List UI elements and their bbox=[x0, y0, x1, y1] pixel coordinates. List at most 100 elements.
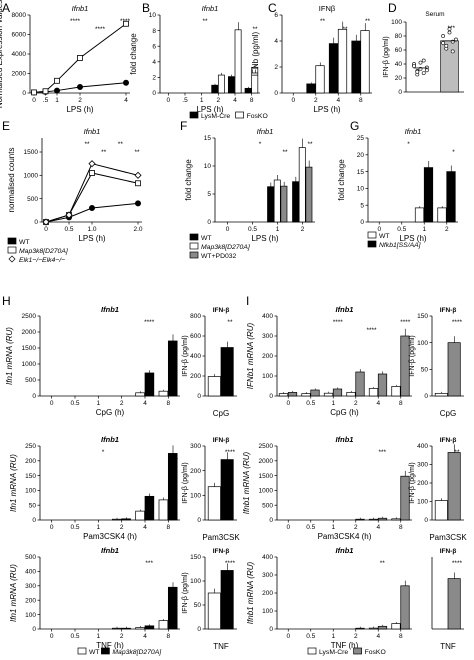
panel-letter: I bbox=[246, 294, 249, 308]
bar bbox=[446, 171, 456, 223]
legend-label: FosKO bbox=[247, 113, 268, 120]
data-point bbox=[123, 79, 130, 86]
significance-mark: ** bbox=[202, 18, 208, 25]
y-tick-label: 15 bbox=[204, 135, 212, 142]
bar bbox=[234, 29, 242, 94]
significance-mark: **** bbox=[225, 449, 236, 456]
series-line bbox=[45, 202, 139, 223]
x-tick-label: 8 bbox=[167, 524, 171, 531]
x-tick-label: 2 bbox=[314, 97, 318, 104]
y-tick-label: 500 bbox=[27, 196, 38, 203]
x-axis-label: TNF bbox=[440, 642, 456, 651]
y-tick-label: 0 bbox=[34, 219, 38, 226]
y-tick-label: 4 bbox=[152, 59, 156, 66]
y-tick-label: 25 bbox=[357, 135, 365, 142]
bar bbox=[220, 459, 234, 521]
chart-title: IFN-β bbox=[440, 548, 457, 555]
bar bbox=[220, 347, 234, 397]
y-tick-label: 100 bbox=[25, 488, 36, 495]
chart-title: Ifnb1 bbox=[101, 435, 119, 444]
x-tick-label: 0.5 bbox=[306, 633, 315, 640]
significance-mark: ** bbox=[307, 141, 313, 148]
bar bbox=[437, 207, 447, 223]
chart-title: Ifnb1 bbox=[336, 435, 354, 444]
y-tick-label: 1500 bbox=[22, 345, 37, 352]
x-tick-label: 0 bbox=[286, 400, 290, 407]
x-tick-label: 1 bbox=[97, 400, 101, 407]
legend-label: LysM-Cre bbox=[201, 113, 230, 120]
y-tick-label: 2000 bbox=[12, 71, 27, 78]
x-tick-label: 2 bbox=[354, 524, 358, 531]
y-axis-label: Ifn1 mRNA (RU) bbox=[9, 454, 18, 512]
series-line bbox=[45, 163, 139, 223]
y-tick-label: 60 bbox=[395, 47, 403, 54]
x-tick-label: 2 bbox=[120, 633, 124, 640]
y-axis-label: IFN-β (pg/ml) bbox=[409, 462, 416, 503]
x-tick-label: 0.5 bbox=[70, 633, 79, 640]
data-point bbox=[42, 88, 49, 95]
legend-label: WT bbox=[89, 649, 100, 656]
bar bbox=[144, 625, 155, 630]
y-tick-label: 300 bbox=[262, 572, 273, 579]
y-axis-label: IFN-β (pg/ml) bbox=[182, 462, 189, 503]
legend-swatch bbox=[7, 246, 17, 254]
x-tick-label: 1 bbox=[200, 97, 204, 104]
x-tick-label: 0 bbox=[286, 633, 290, 640]
y-tick-label: 4000 bbox=[12, 51, 27, 58]
bar bbox=[400, 585, 410, 630]
x-axis-label: Pam3CSK4 (h) bbox=[83, 532, 137, 541]
bar bbox=[135, 627, 145, 630]
x-tick-label: 8 bbox=[167, 633, 171, 640]
x-tick-label: 1 bbox=[422, 226, 426, 233]
bar bbox=[346, 392, 356, 397]
legend-label: Nfkb1[SS/AA] bbox=[379, 242, 422, 249]
x-tick-label: 0 bbox=[50, 400, 54, 407]
x-tick-label: 2 bbox=[120, 400, 124, 407]
y-tick-label: 150 bbox=[190, 554, 201, 561]
x-axis-label: Pam3CSK bbox=[202, 533, 240, 542]
significance-mark: * bbox=[259, 141, 262, 148]
significance-mark: ** bbox=[101, 149, 107, 156]
bar bbox=[368, 518, 379, 521]
series-line bbox=[45, 172, 139, 223]
y-tick-label: 0 bbox=[197, 517, 201, 524]
x-axis-label: CpG bbox=[440, 409, 456, 418]
y-tick-label: 4 bbox=[274, 38, 278, 45]
y-axis-label: normalised counts bbox=[7, 148, 16, 213]
bar bbox=[144, 495, 155, 521]
bar bbox=[434, 500, 448, 521]
bar bbox=[207, 486, 221, 521]
significance-mark: ** bbox=[320, 18, 326, 25]
y-axis-label: fold change bbox=[337, 159, 346, 201]
panel-letter: G bbox=[350, 119, 359, 133]
bar bbox=[360, 30, 370, 94]
y-axis-label: Ifn1 mRNA (RU) bbox=[5, 327, 14, 385]
x-axis-label: LPS (h) bbox=[313, 105, 340, 114]
x-tick-label: 2 bbox=[354, 400, 358, 407]
x-tick-label: 8 bbox=[250, 97, 254, 104]
y-tick-label: 150 bbox=[417, 313, 428, 320]
bar bbox=[301, 393, 311, 397]
y-tick-label: 0 bbox=[32, 393, 36, 400]
x-tick-label: 0 bbox=[291, 97, 295, 104]
x-tick-label: 1 bbox=[97, 524, 101, 531]
x-tick-label: 0 bbox=[226, 226, 230, 233]
chart-title: IFN-β bbox=[213, 437, 230, 444]
x-tick-label: 0.5 bbox=[70, 524, 79, 531]
bar bbox=[377, 373, 388, 397]
data-point bbox=[421, 71, 426, 76]
bar bbox=[111, 627, 122, 630]
y-tick-label: 2000 bbox=[259, 458, 274, 465]
x-tick-label: 0 bbox=[167, 97, 171, 104]
bar bbox=[440, 40, 459, 93]
bar bbox=[227, 76, 235, 94]
bar bbox=[423, 167, 434, 223]
bar bbox=[391, 518, 401, 521]
legend-label: WT+PD032 bbox=[201, 253, 237, 260]
chart-title: Ifnb1 bbox=[336, 305, 354, 314]
significance-mark: * bbox=[102, 449, 105, 456]
significance-mark: *** bbox=[379, 449, 387, 456]
bar bbox=[355, 518, 365, 521]
x-tick-label: 1 bbox=[55, 97, 59, 104]
bar bbox=[391, 623, 401, 630]
